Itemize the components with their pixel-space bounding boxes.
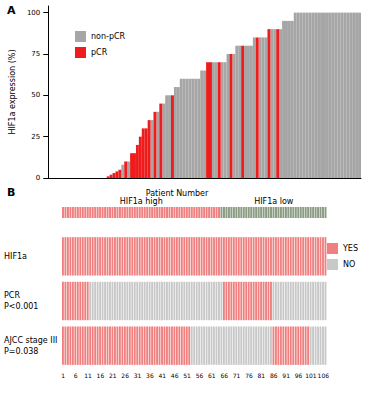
svg-text:26: 26 xyxy=(121,372,129,379)
svg-text:YES: YES xyxy=(342,244,358,253)
svg-text:71: 71 xyxy=(233,372,241,379)
svg-text:36: 36 xyxy=(146,372,154,379)
svg-text:101: 101 xyxy=(305,372,317,379)
svg-text:0: 0 xyxy=(36,174,40,182)
svg-text:31: 31 xyxy=(134,372,142,379)
svg-text:50: 50 xyxy=(31,91,40,99)
svg-text:Patient Number: Patient Number xyxy=(146,189,209,198)
svg-text:HIF1a high: HIF1a high xyxy=(120,197,163,206)
svg-text:51: 51 xyxy=(183,372,191,379)
svg-text:HIF1a low: HIF1a low xyxy=(254,197,294,206)
svg-text:HIF1a expression (%): HIF1a expression (%) xyxy=(8,49,17,134)
svg-text:6: 6 xyxy=(74,372,78,379)
svg-text:91: 91 xyxy=(282,372,290,379)
svg-text:PCR: PCR xyxy=(4,291,20,300)
svg-text:61: 61 xyxy=(208,372,216,379)
svg-text:16: 16 xyxy=(97,372,105,379)
svg-text:P=0.038: P=0.038 xyxy=(4,347,38,356)
svg-text:11: 11 xyxy=(84,372,92,379)
svg-text:46: 46 xyxy=(171,372,179,379)
svg-text:81: 81 xyxy=(258,372,266,379)
svg-text:1: 1 xyxy=(61,372,65,379)
svg-text:76: 76 xyxy=(245,372,253,379)
svg-text:56: 56 xyxy=(196,372,204,379)
svg-text:pCR: pCR xyxy=(91,48,108,57)
svg-text:86: 86 xyxy=(270,372,278,379)
svg-text:41: 41 xyxy=(158,372,166,379)
svg-text:AJCC stage III: AJCC stage III xyxy=(4,336,57,345)
svg-text:A: A xyxy=(7,4,16,17)
svg-text:106: 106 xyxy=(318,372,330,379)
svg-text:B: B xyxy=(7,186,15,199)
svg-text:96: 96 xyxy=(295,372,303,379)
svg-text:non-pCR: non-pCR xyxy=(91,32,126,41)
svg-text:NO: NO xyxy=(343,260,355,269)
svg-text:P<0.001: P<0.001 xyxy=(4,302,38,311)
svg-text:21: 21 xyxy=(109,372,117,379)
svg-text:100: 100 xyxy=(27,9,40,17)
svg-text:HIF1a: HIF1a xyxy=(4,252,27,261)
svg-text:66: 66 xyxy=(220,372,228,379)
svg-text:75: 75 xyxy=(31,50,40,58)
svg-text:25: 25 xyxy=(31,133,40,141)
